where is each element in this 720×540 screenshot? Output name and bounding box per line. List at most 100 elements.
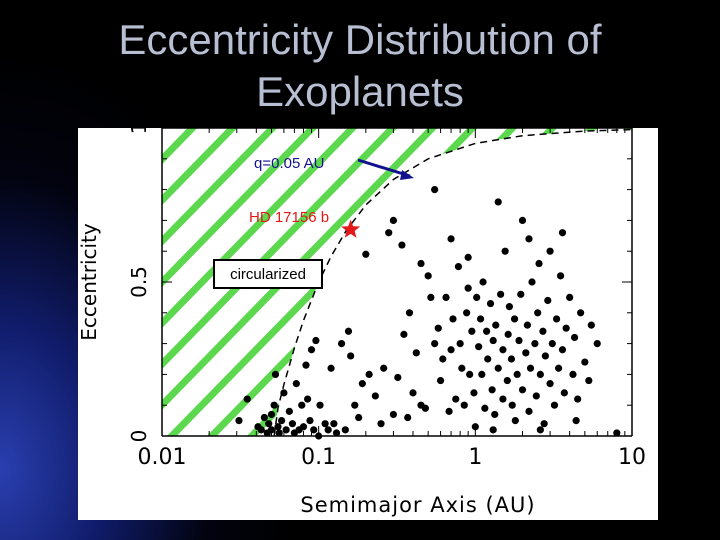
planet-point (558, 346, 567, 354)
planet-point (479, 278, 487, 286)
planet-point (431, 340, 439, 348)
planet-point (321, 420, 329, 428)
planet-point (316, 401, 324, 409)
planet-point (489, 336, 497, 345)
eccentricity-chart: 0.01 0.1 1 10 0 0.5 1 q=0.05 AU HD 17156 b cir… (78, 128, 658, 520)
planet-point (466, 370, 474, 378)
planet-point (505, 303, 514, 311)
planet-point (431, 186, 439, 194)
planet-point (504, 330, 512, 338)
y-axis-title: Eccentricity (78, 223, 101, 341)
planet-point (235, 417, 243, 425)
planet-point (475, 343, 483, 351)
planet-point (427, 293, 435, 301)
planet-point (452, 395, 460, 403)
planet-point (351, 401, 359, 409)
planet-point (560, 389, 568, 397)
planet-point (278, 417, 286, 425)
planet-point (587, 321, 595, 329)
planet-point (447, 346, 455, 354)
planet-point (304, 395, 312, 403)
planet-point (332, 429, 341, 437)
planet-point (482, 327, 491, 335)
planet-point (409, 389, 417, 397)
planet-point (585, 376, 593, 385)
circularized-label-box (213, 259, 323, 289)
planet-point (510, 315, 519, 323)
planet-point (501, 247, 509, 255)
planet-point (517, 290, 525, 298)
planet-point (554, 364, 563, 372)
planet-point (398, 241, 406, 249)
planet-point (355, 413, 363, 422)
planet-point (337, 340, 346, 348)
hatch-stripe (162, 128, 375, 436)
planet-point (481, 404, 489, 412)
planet-point (552, 315, 561, 323)
planet-point (534, 309, 542, 317)
planet-point (458, 364, 466, 372)
planet-point (271, 370, 280, 378)
planet-point (456, 340, 464, 348)
y-tick-label: 0.5 (127, 266, 151, 298)
planet-point (299, 423, 308, 431)
planet-point (400, 330, 408, 338)
planet-point (572, 417, 580, 425)
planet-point (257, 426, 265, 434)
planet-point (507, 355, 516, 363)
planet-point (522, 349, 530, 357)
hd17156b-label: HD 17156 b (249, 209, 329, 226)
star-shape (341, 219, 361, 238)
planet-point (536, 426, 544, 434)
planet-point (330, 420, 338, 428)
slide-title: Eccentricity Distribution of Exoplanets (0, 14, 720, 118)
planet-point (460, 401, 468, 409)
planet-point (484, 355, 492, 363)
planet-point (525, 235, 533, 243)
planet-point (412, 349, 420, 357)
planet-point (243, 395, 251, 403)
circularized-label: circularized (230, 266, 306, 283)
planet-point (526, 364, 535, 372)
planet-point (577, 309, 585, 317)
planet-point (324, 426, 332, 434)
y-tick-label: 1 (127, 128, 151, 134)
planet-point (471, 423, 479, 431)
planet-point (312, 336, 320, 345)
planet-point (491, 410, 499, 419)
planet-point (562, 324, 570, 332)
x-tick-label: 1 (468, 445, 482, 470)
planet-point (518, 216, 527, 224)
planet-point (531, 340, 539, 348)
planet-point (489, 426, 497, 434)
planet-point (454, 263, 463, 271)
planet-point (528, 278, 536, 286)
planet-point (556, 272, 565, 280)
planet-point (613, 429, 621, 437)
planet-point (307, 346, 316, 354)
planet-point (385, 229, 393, 237)
planet-point (377, 420, 385, 428)
planet-point (274, 423, 282, 431)
planet-point (546, 247, 554, 255)
planet-point (389, 216, 398, 224)
planet-point (476, 315, 485, 323)
planet-point (270, 401, 278, 409)
hatch-stripe (162, 128, 335, 436)
planet-point (344, 327, 353, 335)
x-tick-label: 0.1 (301, 445, 336, 470)
planet-point (470, 389, 478, 397)
planet-point (539, 327, 547, 335)
planet-point (292, 380, 300, 388)
plot-axes: 0.01 0.1 1 10 0 0.5 1 (127, 128, 646, 470)
planet-point (265, 420, 273, 428)
planet-point (341, 426, 349, 434)
planet-point (463, 309, 471, 317)
slide-title-line-1: Eccentricity Distribution of (118, 16, 602, 63)
x-tick-label: 10 (618, 445, 646, 470)
planet-point (394, 373, 402, 382)
planet-point (347, 352, 355, 360)
planet-point (581, 358, 589, 366)
planet-point (282, 426, 290, 434)
planet-point (550, 401, 559, 409)
